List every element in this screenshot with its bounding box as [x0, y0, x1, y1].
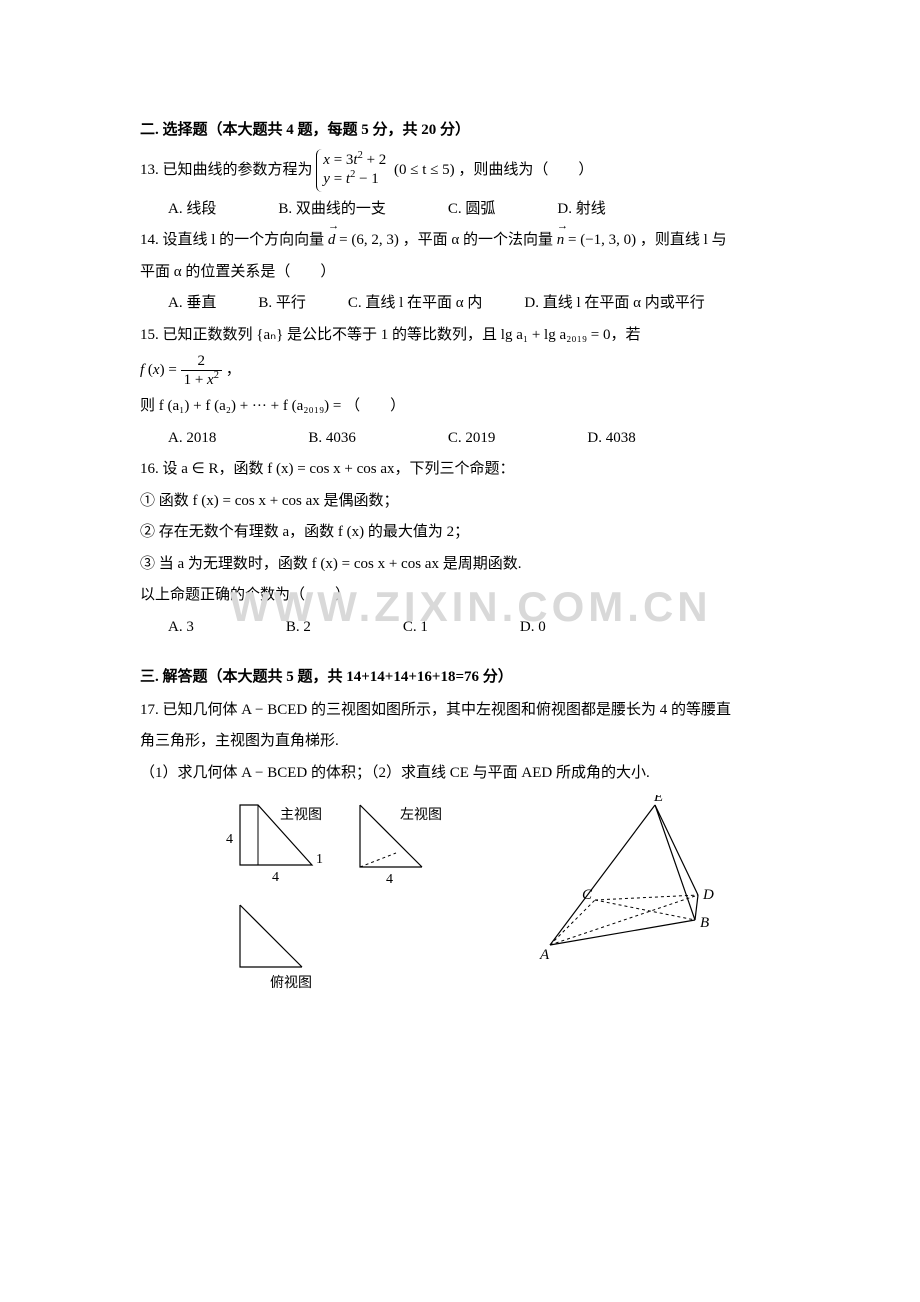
q15-C: C. 2019 — [448, 424, 496, 453]
label-left-view: 左视图 — [400, 807, 442, 823]
q16-stem: 16. 设 a ∈ R，函数 f (x) = cos x + cos ax，下列… — [140, 455, 790, 484]
label-A: A — [539, 947, 550, 963]
q14-A: A. 垂直 — [168, 289, 216, 318]
q17-stem-b: 角三角形，主视图为直角梯形. — [140, 727, 790, 756]
q16-tail: 以上命题正确的个数为（ ） WWW.ZIXIN.COM.CN — [140, 581, 790, 610]
label-4-lv: 4 — [386, 872, 393, 887]
q15-B: B. 4036 — [308, 424, 356, 453]
q15-line1: 15. 已知正数数列 {aₙ} 是公比不等于 1 的等比数列，且 lg a₁ +… — [140, 321, 790, 350]
label-C: C — [582, 887, 593, 903]
label-1: 1 — [316, 852, 323, 867]
q13-C: C. 圆弧 — [448, 195, 496, 224]
label-4-left: 4 — [226, 832, 233, 847]
q16-p2: ② 存在无数个有理数 a，函数 f (x) 的最大值为 2； — [140, 518, 790, 547]
q15-line3: 则 f (a₁) + f (a₂) + ··· + f (a₂₀₁₉) = （ … — [140, 392, 790, 421]
q13-stem-a: 13. 已知曲线的参数方程为 — [140, 161, 313, 177]
q14: 14. 设直线 l 的一个方向向量 d = (6, 2, 3) ，平面 α 的一… — [140, 226, 790, 255]
q15-comma: ， — [226, 362, 241, 378]
q17-stem-a: 17. 已知几何体 A − BCED 的三视图如图所示，其中左视图和俯视图都是腰… — [140, 696, 790, 725]
q14-B: B. 平行 — [258, 289, 306, 318]
q16-A: A. 3 — [168, 613, 194, 642]
q16-tail-text: 以上命题正确的个数为（ ） — [140, 587, 350, 603]
q13-range: (0 ≤ t ≤ 5) — [394, 161, 455, 177]
q15-fx: f (x) = 2 1 + x2 ， — [140, 352, 790, 389]
section2-title: 二. 选择题（本大题共 4 题，每题 5 分，共 20 分） — [140, 116, 790, 145]
section3-title: 三. 解答题（本大题共 5 题，共 14+14+14+16+18=76 分） — [140, 663, 790, 692]
q14-D: D. 直线 l 在平面 α 内或平行 — [524, 289, 704, 318]
q16-options: A. 3 B. 2 C. 1 D. 0 — [140, 613, 790, 642]
label-E: E — [653, 795, 663, 805]
q15-A: A. 2018 — [168, 424, 216, 453]
label-top-view: 俯视图 — [270, 975, 312, 991]
q16-p3: ③ 当 a 为无理数时，函数 f (x) = cos x + cos ax 是周… — [140, 550, 790, 579]
label-4-bottom: 4 — [272, 870, 279, 885]
q16-p1: ① 函数 f (x) = cos x + cos ax 是偶函数； — [140, 487, 790, 516]
q15-frac-n: 2 — [181, 352, 222, 371]
label-B: B — [700, 915, 709, 931]
label-main-view: 主视图 — [280, 807, 322, 823]
label-D: D — [702, 887, 714, 903]
q14-stem-d: 平面 α 的位置关系是（ ） — [140, 264, 335, 280]
q14-stem-a: 14. 设直线 l 的一个方向向量 — [140, 232, 324, 248]
q13-stem-b: ，则曲线为（ ） — [458, 161, 593, 177]
q13: 13. 已知曲线的参数方程为 x = 3t2 + 2 y = t2 − 1 (0… — [140, 149, 790, 192]
q14-line2: 平面 α 的位置关系是（ ） — [140, 258, 790, 287]
q16-D: D. 0 — [520, 613, 546, 642]
q14-stem-c: ，则直线 l 与 — [640, 232, 727, 248]
q16-C: C. 1 — [403, 613, 428, 642]
q14-C: C. 直线 l 在平面 α 内 — [348, 289, 483, 318]
q15-stem-b: 则 f (a₁) + f (a₂) + ··· + f (a₂₀₁₉) = （ … — [140, 398, 405, 414]
q17-svg: 主视图 4 4 1 左视图 4 俯视图 — [140, 795, 780, 1055]
q13-options: A. 线段 B. 双曲线的一支 C. 圆弧 D. 射线 — [140, 195, 790, 224]
q17-sub1: （1）求几何体 A − BCED 的体积；（2）求直线 CE 与平面 AED 所… — [140, 759, 790, 788]
q13-params: x = 3t2 + 2 y = t2 − 1 — [316, 149, 390, 192]
q17-figures: 主视图 4 4 1 左视图 4 俯视图 — [140, 795, 790, 1066]
q14-options: A. 垂直 B. 平行 C. 直线 l 在平面 α 内 D. 直线 l 在平面 … — [140, 289, 790, 318]
q14-stem-b: ，平面 α 的一个法向量 — [403, 232, 553, 248]
q16-B: B. 2 — [286, 613, 311, 642]
q15-D: D. 4038 — [587, 424, 635, 453]
q13-A: A. 线段 — [168, 195, 216, 224]
q15-stem-a: 15. 已知正数数列 {aₙ} 是公比不等于 1 的等比数列，且 lg a₁ +… — [140, 327, 641, 343]
q13-D: D. 射线 — [557, 195, 605, 224]
q15-options: A. 2018 B. 4036 C. 2019 D. 4038 — [140, 424, 790, 453]
exam-page: 二. 选择题（本大题共 4 题，每题 5 分，共 20 分） 13. 已知曲线的… — [0, 0, 920, 1166]
